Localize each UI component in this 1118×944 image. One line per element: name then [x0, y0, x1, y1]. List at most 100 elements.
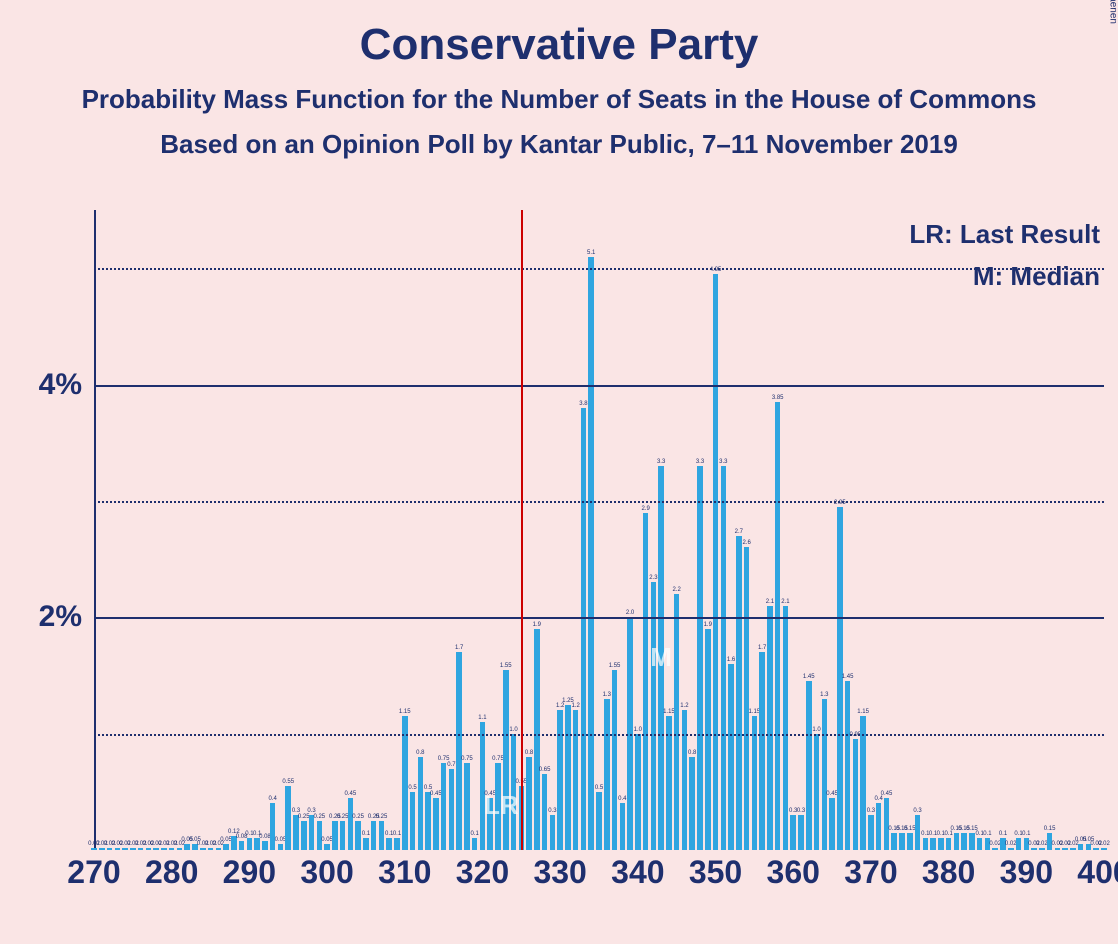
- bar-value-label: 0.8: [416, 750, 424, 756]
- bar: 1.15: [860, 716, 866, 850]
- bar: 0.1: [386, 838, 392, 850]
- bar: 0.02: [122, 848, 128, 850]
- bar-value-label: 3.85: [772, 395, 784, 401]
- bar: 0.02: [1101, 848, 1107, 850]
- bar-value-label: 1.55: [500, 663, 512, 669]
- x-tick-label: 330: [533, 854, 586, 891]
- bar: 0.25: [379, 821, 385, 850]
- bar: 0.3: [798, 815, 804, 850]
- bar: 1.45: [806, 681, 812, 850]
- bar: 0.02: [177, 848, 183, 850]
- bar-value-label: 1.45: [842, 674, 854, 680]
- bar: 0.3: [790, 815, 796, 850]
- bar: 1.55: [612, 670, 618, 850]
- bars-container: 0.020.020.020.020.020.020.020.020.020.02…: [94, 210, 1104, 850]
- y-tick-label: 4%: [39, 368, 82, 402]
- bar: 2.1: [783, 606, 789, 850]
- bar: 0.05: [184, 844, 190, 850]
- bar-value-label: 0.02: [1098, 841, 1110, 847]
- bar-value-label: 0.1: [983, 831, 991, 837]
- bar: 0.02: [153, 848, 159, 850]
- bar: 0.1: [472, 838, 478, 850]
- bar-value-label: 0.45: [345, 791, 357, 797]
- gridline-major: [94, 617, 1104, 619]
- bar: 2.7: [736, 536, 742, 850]
- bar: 0.3: [868, 815, 874, 850]
- bar: 1.2: [557, 710, 563, 850]
- bar-value-label: 0.65: [539, 767, 551, 773]
- bar-value-label: 2.3: [649, 575, 657, 581]
- bar: 0.3: [293, 815, 299, 850]
- bar: 0.3: [309, 815, 315, 850]
- bar: 0.25: [371, 821, 377, 850]
- bar-value-label: 3.3: [719, 459, 727, 465]
- bar: 3.3: [697, 466, 703, 850]
- bar: 0.02: [1070, 848, 1076, 850]
- bar-value-label: 1.2: [680, 703, 688, 709]
- bar-value-label: 0.4: [618, 796, 626, 802]
- bar: 0.15: [954, 833, 960, 850]
- bar: 1.45: [845, 681, 851, 850]
- bar-value-label: 3.8: [579, 401, 587, 407]
- bar-value-label: 0.8: [688, 750, 696, 756]
- bar: 0.15: [969, 833, 975, 850]
- lr-marker-label: LR: [484, 790, 519, 821]
- bar: 0.02: [1008, 848, 1014, 850]
- x-axis-ticks: 2702802903003103203303403503603703803904…: [94, 854, 1104, 904]
- bar: 0.02: [1039, 848, 1045, 850]
- bar: 0.08: [239, 841, 245, 850]
- bar: 1.0: [814, 734, 820, 850]
- bar-value-label: 1.15: [857, 709, 869, 715]
- bar: 1.9: [534, 629, 540, 850]
- bar: 1.3: [604, 699, 610, 850]
- bar: 0.02: [146, 848, 152, 850]
- bar-value-label: 2.1: [766, 599, 774, 605]
- bar: 2.1: [767, 606, 773, 850]
- x-tick-label: 290: [223, 854, 276, 891]
- bar: 0.02: [216, 848, 222, 850]
- bar: 0.1: [1016, 838, 1022, 850]
- x-tick-label: 300: [300, 854, 353, 891]
- bar: 0.4: [876, 803, 882, 850]
- bar: 0.02: [208, 848, 214, 850]
- bar: 0.8: [418, 757, 424, 850]
- bar: 0.1: [394, 838, 400, 850]
- bar: 0.1: [254, 838, 260, 850]
- bar: 0.1: [930, 838, 936, 850]
- bar: 0.1: [946, 838, 952, 850]
- bar-value-label: 1.0: [634, 727, 642, 733]
- x-tick-label: 370: [844, 854, 897, 891]
- bar: 1.6: [728, 664, 734, 850]
- bar-value-label: 2.0: [626, 610, 634, 616]
- bar: 0.1: [247, 838, 253, 850]
- x-tick-label: 320: [456, 854, 509, 891]
- bar-value-label: 0.7: [447, 762, 455, 768]
- bar-value-label: 0.4: [875, 796, 883, 802]
- bar-value-label: 0.15: [1044, 826, 1056, 832]
- bar-value-label: 0.45: [881, 791, 893, 797]
- bar: 0.45: [884, 798, 890, 850]
- bar-value-label: 3.3: [696, 459, 704, 465]
- bar: 0.25: [340, 821, 346, 850]
- bar: 2.2: [674, 594, 680, 850]
- bar: 1.15: [752, 716, 758, 850]
- bar: 0.05: [278, 844, 284, 850]
- bar-value-label: 0.5: [408, 785, 416, 791]
- bar-value-label: 0.25: [352, 814, 364, 820]
- gridline-major: [94, 385, 1104, 387]
- bar-value-label: 0.25: [376, 814, 388, 820]
- bar: 0.02: [115, 848, 121, 850]
- bar: 2.3: [651, 582, 657, 850]
- bar: 1.15: [666, 716, 672, 850]
- bar-value-label: 2.6: [742, 540, 750, 546]
- bar-value-label: 0.1: [362, 831, 370, 837]
- bar: 0.02: [200, 848, 206, 850]
- bar-value-label: 0.5: [595, 785, 603, 791]
- bar-value-label: 0.4: [269, 796, 277, 802]
- bar-value-label: 3.3: [657, 459, 665, 465]
- x-tick-label: 380: [922, 854, 975, 891]
- bar-value-label: 0.3: [913, 808, 921, 814]
- bar: 1.7: [456, 652, 462, 850]
- bar: 0.08: [262, 841, 268, 850]
- gridline-minor: [94, 268, 1104, 270]
